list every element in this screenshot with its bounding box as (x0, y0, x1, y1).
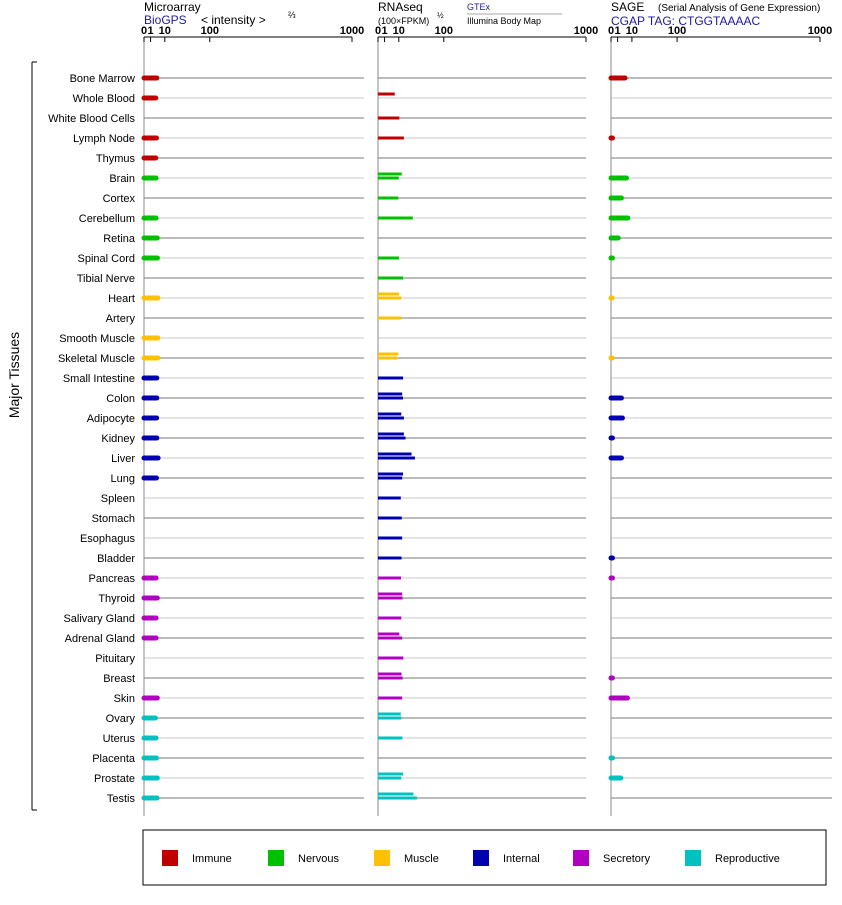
x-tick-label: 100 (435, 25, 453, 37)
tissue-label: White Blood Cells (48, 113, 135, 125)
tissue-label: Placenta (92, 753, 136, 765)
tissue-label: Smooth Muscle (59, 333, 135, 345)
tissue-label: Brain (109, 173, 135, 185)
panel-title: RNAseq (378, 0, 423, 14)
x-tick-label: 1 (148, 25, 154, 37)
panel-note: (Serial Analysis of Gene Expression) (658, 3, 820, 14)
tissue-label: Breast (103, 673, 135, 685)
tissue-label: Liver (111, 453, 135, 465)
panel-title: SAGE (611, 0, 644, 14)
tissue-label: Adrenal Gland (65, 633, 135, 645)
legend-label: Nervous (298, 853, 339, 865)
tissue-label: Heart (108, 293, 135, 305)
tissue-label: Colon (106, 393, 135, 405)
tissue-label: Esophagus (80, 533, 136, 545)
y-axis-title: Major Tissues (6, 332, 22, 418)
x-tick-label: 0 (375, 25, 381, 37)
x-tick-label: 100 (201, 25, 219, 37)
x-tick-label: 1 (382, 25, 388, 37)
tissue-label: Whole Blood (73, 93, 135, 105)
x-tick-label: 1000 (574, 25, 598, 37)
legend-label: Immune (192, 853, 232, 865)
tissue-label: Bone Marrow (70, 73, 135, 85)
tissue-label: Thymus (96, 153, 136, 165)
tissue-label: Pituitary (95, 653, 135, 665)
legend-gtex-label: GTEx (467, 2, 491, 12)
panel-note: < intensity > (201, 13, 266, 27)
x-tick-label: 0 (608, 25, 614, 37)
legend-box (142, 829, 827, 886)
panel-title: Microarray (144, 0, 201, 14)
tissue-label: Adipocyte (87, 413, 135, 425)
tissue-label: Artery (106, 313, 136, 325)
x-tick-label: 10 (159, 25, 171, 37)
panel-subtitle: CGAP TAG: CTGGTAAAAC (611, 14, 760, 28)
panel-note-sup: ½ (437, 11, 444, 20)
tissue-label: Uterus (103, 733, 136, 745)
x-tick-label: 1000 (340, 25, 364, 37)
tissue-label: Retina (103, 233, 136, 245)
panel-note-sup: ⅔ (288, 10, 296, 20)
tissue-label: Spleen (101, 493, 135, 505)
x-tick-label: 0 (141, 25, 147, 37)
tissue-label: Cerebellum (79, 213, 135, 225)
tissue-label: Prostate (94, 773, 135, 785)
tissue-label: Tibial Nerve (77, 273, 135, 285)
legend-swatch (473, 850, 489, 866)
legend-swatch (685, 850, 701, 866)
x-tick-label: 100 (668, 25, 686, 37)
tissue-label: Pancreas (89, 573, 136, 585)
tissue-label: Salivary Gland (63, 613, 135, 625)
tissue-label: Skeletal Muscle (58, 353, 135, 365)
tissue-label: Cortex (103, 193, 136, 205)
x-tick-label: 10 (393, 25, 405, 37)
tissue-label: Skin (114, 693, 135, 705)
tissue-label: Small Intestine (63, 373, 135, 385)
legend-swatch (162, 850, 178, 866)
legend-label: Secretory (603, 853, 651, 865)
tissue-label: Bladder (97, 553, 135, 565)
legend-ibm-label: Illumina Body Map (467, 16, 541, 26)
legend-label: Reproductive (715, 853, 780, 865)
legend-swatch (374, 850, 390, 866)
tissue-label: Kidney (101, 433, 135, 445)
tissue-label: Testis (107, 793, 136, 805)
legend-swatch (573, 850, 589, 866)
tissue-label: Thyroid (98, 593, 135, 605)
tissue-label: Stomach (92, 513, 135, 525)
tissue-label: Ovary (106, 713, 136, 725)
tissue-label: Lung (111, 473, 135, 485)
panel-subtitle: BioGPS (144, 13, 187, 27)
legend-swatch (268, 850, 284, 866)
tissue-label: Lymph Node (73, 133, 135, 145)
tissue-label: Spinal Cord (78, 253, 135, 265)
legend-label: Muscle (404, 853, 439, 865)
x-tick-label: 10 (626, 25, 638, 37)
x-tick-label: 1 (615, 25, 621, 37)
legend-label: Internal (503, 853, 540, 865)
panel-note: (100×FPKM) (378, 16, 429, 26)
x-tick-label: 1000 (808, 25, 832, 37)
